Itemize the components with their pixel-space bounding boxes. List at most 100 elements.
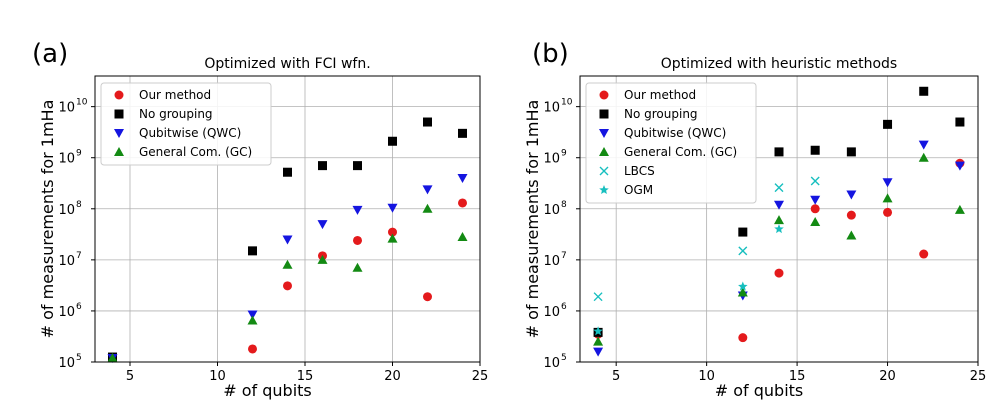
plot-frame — [94, 75, 481, 363]
data-point — [846, 230, 857, 240]
data-point — [387, 233, 398, 243]
legend-entry: Qubitwise (QWC) — [624, 126, 726, 140]
data-point — [248, 246, 257, 256]
series-qubitwise-qwc — [107, 174, 468, 363]
data-point — [846, 190, 857, 200]
legend-entry: No grouping — [624, 107, 698, 121]
data-point — [954, 161, 965, 171]
x-tick-label: 10 — [209, 369, 226, 384]
data-point — [737, 287, 748, 297]
y-tick-label: 10 — [543, 203, 560, 218]
data-point — [738, 227, 748, 237]
data-point — [955, 117, 965, 127]
data-point — [458, 198, 467, 208]
data-point — [918, 140, 929, 150]
legend-marker — [599, 166, 609, 176]
legend-marker — [114, 129, 124, 138]
data-point — [247, 315, 258, 325]
y-tick-label: 10 — [58, 254, 75, 269]
y-tick-label: 10 — [58, 152, 75, 167]
data-point — [282, 259, 293, 269]
x-axis-label: # of qubits — [715, 381, 804, 400]
x-tick-label: 20 — [879, 369, 896, 384]
data-point — [318, 161, 327, 171]
data-point — [883, 207, 893, 217]
data-point — [282, 235, 293, 245]
y-tick-exponent: 9 — [561, 149, 567, 159]
x-tick-label: 15 — [297, 369, 314, 384]
series-general-com-gc — [107, 203, 468, 362]
data-point — [457, 232, 468, 242]
data-point — [317, 254, 328, 264]
data-point — [810, 176, 820, 186]
legend-entry: General Com. (GC) — [139, 145, 252, 159]
y-tick-label: 10 — [58, 305, 75, 320]
y-tick-exponent: 10 — [76, 98, 88, 108]
data-point — [810, 195, 821, 205]
data-point — [387, 203, 398, 213]
data-point — [774, 183, 784, 193]
data-point — [918, 152, 929, 162]
x-axis-label: # of qubits — [223, 381, 312, 400]
data-point — [388, 136, 397, 146]
data-point — [593, 326, 603, 336]
y-tick-exponent: 10 — [561, 98, 573, 108]
y-tick-label: 10 — [58, 356, 75, 371]
data-point — [883, 119, 893, 129]
legend-marker — [599, 109, 609, 119]
legend-marker — [114, 109, 124, 119]
legend-entry: Our method — [139, 88, 211, 102]
data-point — [353, 161, 362, 171]
legend-marker — [114, 90, 124, 100]
data-point — [774, 147, 784, 157]
legend-entry: Our method — [624, 88, 696, 102]
data-point — [423, 117, 432, 127]
data-point — [593, 347, 604, 357]
data-point — [882, 193, 893, 203]
legend-entry: LBCS — [624, 164, 655, 178]
y-tick-label: 10 — [58, 203, 75, 218]
y-tick-exponent: 5 — [561, 353, 567, 363]
data-point — [954, 204, 965, 214]
data-point — [107, 352, 118, 362]
data-point — [738, 246, 748, 256]
y-tick-exponent: 6 — [76, 302, 82, 312]
y-axis-label: # of measurements for 1mHa — [38, 100, 57, 339]
data-point — [593, 336, 604, 346]
legend-marker — [114, 147, 124, 156]
legend-entry: Qubitwise (QWC) — [139, 126, 241, 140]
series-lbcs — [593, 176, 820, 302]
chart-title: Optimized with heuristic methods — [661, 56, 897, 72]
data-point — [774, 200, 784, 210]
data-point — [846, 147, 856, 157]
y-tick-label: 10 — [543, 254, 560, 269]
y-tick-label: 10 — [543, 152, 560, 167]
legend-marker — [599, 129, 609, 138]
data-point — [774, 215, 784, 225]
data-point — [458, 128, 467, 138]
legend-box — [585, 82, 757, 204]
panel-label: (b) — [532, 39, 569, 69]
data-point — [593, 292, 603, 302]
y-tick-exponent: 7 — [561, 251, 567, 261]
data-point — [774, 224, 784, 234]
data-point — [423, 292, 432, 302]
data-point — [810, 145, 820, 155]
data-point — [388, 227, 397, 237]
data-point — [248, 344, 257, 354]
legend-box — [100, 82, 272, 166]
legend: Our method No grouping Qubitwise (QWC) Gene… — [585, 82, 757, 204]
x-tick-label: 25 — [970, 369, 987, 384]
data-point — [422, 203, 433, 213]
data-point — [810, 204, 820, 214]
x-tick-label: 20 — [384, 369, 401, 384]
series-our-method — [108, 198, 467, 363]
series-general-com-gc — [593, 152, 965, 346]
y-tick-exponent: 7 — [76, 251, 82, 261]
data-point — [247, 310, 258, 320]
plot-frame — [579, 75, 979, 363]
chart-title: Optimized with FCI wfn. — [204, 56, 370, 72]
y-tick-label: 10 — [543, 101, 560, 116]
